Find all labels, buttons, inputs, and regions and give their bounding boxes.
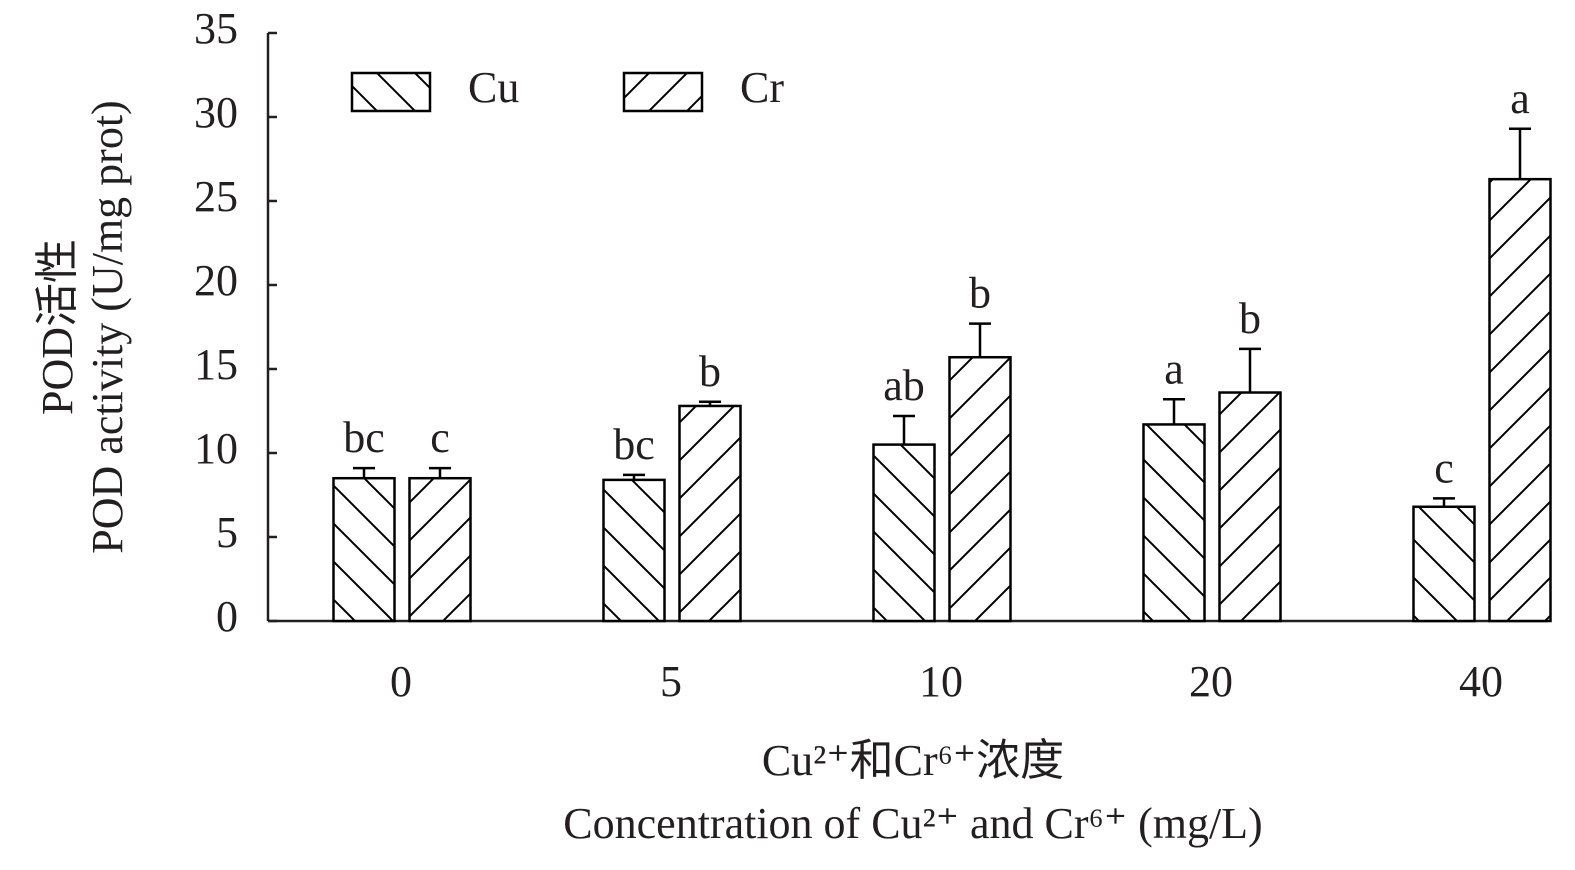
y-axis-title: POD活性 — [33, 239, 82, 415]
x-axis-title: Cu²⁺和Cr⁶⁺浓度 — [762, 736, 1064, 785]
bar — [1142, 423, 1206, 623]
significance-label: a — [1510, 74, 1530, 123]
x-tick-label: 5 — [660, 657, 682, 706]
legend-swatch — [350, 71, 432, 113]
significance-label: bc — [613, 420, 655, 469]
legend-label: Cr — [740, 63, 784, 112]
error-bar — [623, 473, 645, 480]
significance-label: b — [1239, 294, 1261, 343]
error-bar — [1509, 127, 1531, 180]
x-axis-title: Concentration of Cu²⁺ and Cr⁶⁺ (mg/L) — [563, 799, 1262, 848]
y-tick-label: 0 — [216, 592, 238, 641]
bar — [1412, 505, 1476, 623]
significance-label: c — [1434, 443, 1454, 492]
bar — [678, 404, 742, 623]
error-bar — [429, 466, 451, 479]
bar — [408, 476, 472, 623]
error-bar — [969, 322, 991, 358]
error-bar — [1239, 347, 1261, 393]
bar — [1488, 177, 1552, 623]
y-axis-title: POD activity (U/mg prot) — [83, 100, 132, 553]
error-bar — [893, 414, 915, 445]
y-tick-label: 30 — [194, 88, 238, 137]
significance-label: bc — [343, 413, 385, 462]
bar — [332, 476, 396, 623]
significance-label: a — [1164, 344, 1184, 393]
error-bar — [1163, 397, 1185, 425]
y-tick-label: 15 — [194, 340, 238, 389]
significance-label: ab — [883, 361, 925, 410]
bar — [1218, 391, 1282, 623]
error-bar — [353, 466, 375, 479]
y-tick-label: 20 — [194, 256, 238, 305]
x-tick-label: 10 — [919, 657, 963, 706]
bar — [948, 355, 1012, 623]
bar — [872, 443, 936, 623]
legend-swatch — [622, 71, 704, 113]
x-tick-label: 0 — [390, 657, 412, 706]
significance-label: b — [699, 347, 721, 396]
bar — [602, 478, 666, 623]
y-tick-label: 5 — [216, 508, 238, 557]
significance-label: c — [430, 413, 450, 462]
y-tick-label: 10 — [194, 424, 238, 473]
error-bar — [1433, 497, 1455, 507]
x-tick-label: 40 — [1459, 657, 1503, 706]
legend-label: Cu — [468, 63, 519, 112]
significance-label: b — [969, 269, 991, 318]
error-bar — [699, 400, 721, 406]
x-tick-label: 20 — [1189, 657, 1233, 706]
y-tick-label: 35 — [194, 4, 238, 53]
y-tick-label: 25 — [194, 172, 238, 221]
